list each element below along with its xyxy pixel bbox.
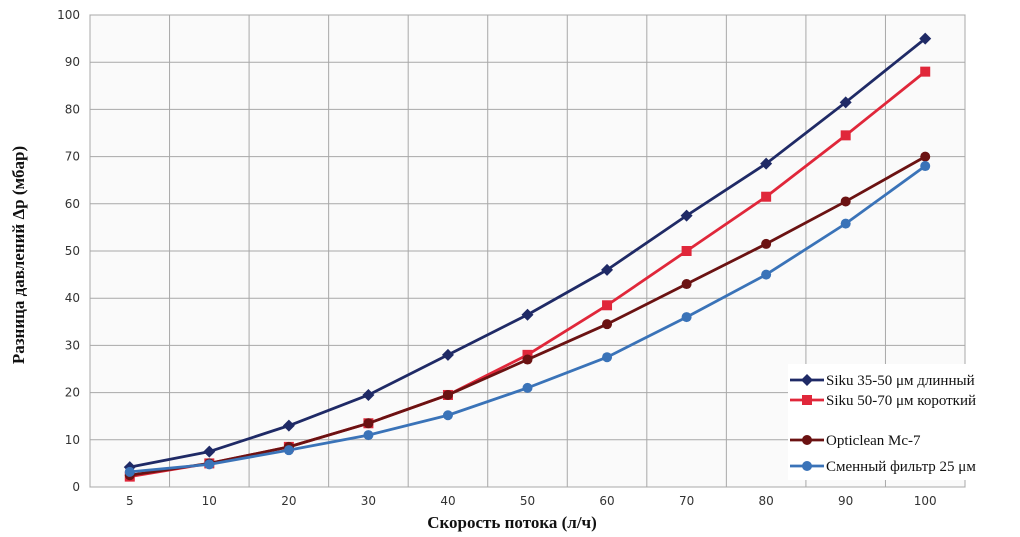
data-point-s1 bbox=[441, 348, 454, 361]
data-point-s4 bbox=[681, 312, 692, 323]
legend-background bbox=[788, 364, 1020, 480]
data-point-s1 bbox=[601, 263, 614, 276]
x-tick-label: 10 bbox=[202, 494, 217, 508]
y-tick-label: 80 bbox=[65, 102, 80, 116]
data-point-s4 bbox=[920, 161, 931, 172]
x-tick-label: 70 bbox=[679, 494, 694, 508]
y-tick-label: 100 bbox=[57, 8, 80, 22]
y-tick-label: 20 bbox=[65, 386, 80, 400]
legend-label: Siku 50-70 μм короткий bbox=[826, 393, 976, 409]
y-tick-label: 70 bbox=[65, 150, 80, 164]
x-tick-label: 80 bbox=[758, 494, 773, 508]
y-tick-label: 10 bbox=[65, 433, 80, 447]
x-tick-label: 20 bbox=[281, 494, 296, 508]
x-tick-label: 100 bbox=[914, 494, 937, 508]
data-point-s2 bbox=[920, 66, 931, 77]
y-axis-title: Разница давлений Δр (мбар) bbox=[9, 146, 28, 364]
data-point-s4 bbox=[522, 382, 533, 393]
data-point-s4 bbox=[761, 269, 772, 280]
data-point-s2 bbox=[840, 130, 851, 141]
data-point-s4 bbox=[124, 466, 135, 477]
legend-label: Сменный фильтр 25 μм bbox=[826, 459, 976, 475]
series-layer bbox=[123, 32, 932, 482]
data-point-s4 bbox=[283, 445, 294, 456]
legend-swatch-marker bbox=[802, 395, 812, 405]
data-point-s1 bbox=[282, 419, 295, 432]
y-tick-label: 90 bbox=[65, 55, 80, 69]
data-point-s2 bbox=[602, 300, 613, 311]
data-point-s3 bbox=[681, 279, 692, 290]
x-axis-title: Скорость потока (л/ч) bbox=[427, 513, 597, 532]
x-tick-label: 40 bbox=[440, 494, 455, 508]
data-point-s1 bbox=[362, 388, 375, 401]
data-point-s3 bbox=[920, 151, 931, 162]
data-point-s2 bbox=[681, 246, 692, 256]
y-tick-label: 40 bbox=[65, 291, 80, 305]
data-point-s1 bbox=[203, 445, 216, 458]
legend-swatch-marker bbox=[801, 374, 813, 386]
x-tick-label: 60 bbox=[599, 494, 614, 508]
legend: Siku 35-50 μм длинный Siku 50-70 μм корот… bbox=[790, 373, 976, 475]
data-point-s3 bbox=[442, 389, 453, 400]
data-point-s1 bbox=[521, 308, 534, 321]
data-point-s1 bbox=[680, 209, 693, 222]
legend-label: Siku 35-50 μм длинный bbox=[826, 373, 975, 389]
data-point-s3 bbox=[602, 319, 613, 330]
y-tick-labels: 0 10 20 30 40 50 60 70 80 90 100 bbox=[57, 8, 80, 494]
legend-swatch-marker bbox=[802, 435, 812, 445]
y-tick-label: 60 bbox=[65, 197, 80, 211]
x-tick-label: 5 bbox=[126, 494, 134, 508]
y-tick-label: 30 bbox=[65, 338, 80, 352]
data-point-s4 bbox=[204, 459, 215, 470]
data-point-s4 bbox=[442, 410, 453, 421]
x-tick-labels: 5 10 20 30 40 50 60 70 80 90 100 bbox=[126, 494, 937, 508]
data-point-s3 bbox=[363, 418, 374, 429]
y-tick-label: 0 bbox=[72, 480, 80, 494]
data-point-s1 bbox=[919, 32, 932, 45]
data-point-s4 bbox=[840, 218, 851, 229]
data-point-s4 bbox=[363, 430, 374, 441]
legend-swatch-marker bbox=[802, 461, 812, 471]
data-point-s3 bbox=[840, 196, 851, 207]
data-point-s1 bbox=[839, 96, 852, 109]
x-tick-label: 30 bbox=[361, 494, 376, 508]
legend-label: Opticlean Mc-7 bbox=[826, 433, 921, 449]
x-tick-label: 50 bbox=[520, 494, 535, 508]
data-point-s4 bbox=[602, 352, 613, 363]
y-tick-label: 50 bbox=[65, 244, 80, 258]
data-point-s1 bbox=[760, 157, 773, 170]
x-tick-label: 90 bbox=[838, 494, 853, 508]
data-point-s3 bbox=[522, 354, 533, 365]
data-point-s3 bbox=[761, 238, 772, 249]
data-point-s2 bbox=[761, 191, 772, 202]
